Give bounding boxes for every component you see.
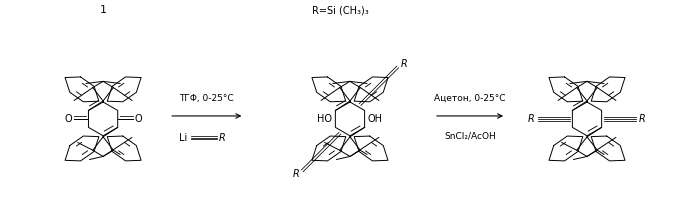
Text: O: O [135,114,142,124]
Text: 1: 1 [100,5,107,15]
Text: ТГΦ, 0-25°C: ТГΦ, 0-25°C [179,94,234,103]
Text: HO: HO [317,114,332,124]
Text: R: R [528,114,535,124]
Text: O: O [64,114,72,124]
Text: R: R [219,133,225,143]
Text: R: R [293,169,299,179]
Text: SnCl₂/AcOH: SnCl₂/AcOH [444,131,496,140]
Text: OH: OH [367,114,383,124]
Text: R: R [639,114,646,124]
Text: R: R [401,59,407,69]
Text: R=Si (CH₃)₃: R=Si (CH₃)₃ [312,5,369,15]
Text: Li: Li [178,133,187,143]
Text: Ацетон, 0-25°C: Ацетон, 0-25°C [434,94,506,103]
